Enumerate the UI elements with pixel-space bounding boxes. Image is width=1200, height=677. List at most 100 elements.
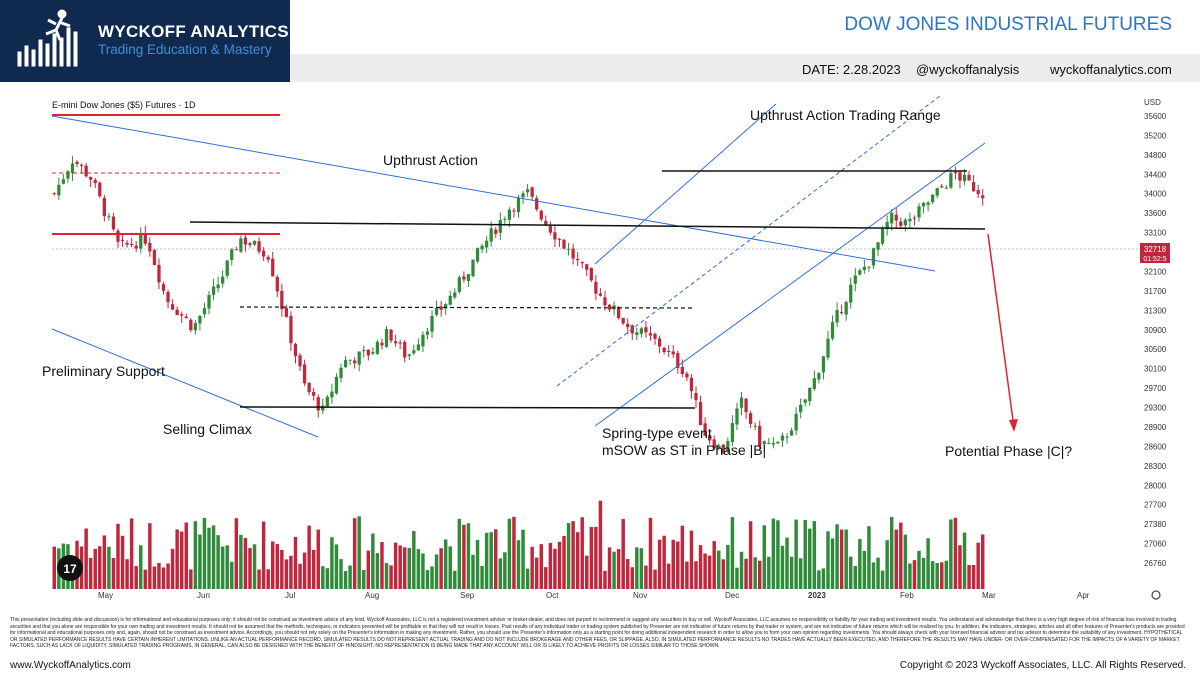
price-chart: 3560035200348003440034000336003310032700… [42, 95, 1170, 600]
volume-bar [603, 570, 607, 589]
candle-body [762, 441, 766, 445]
annotation-selling-climax: Selling Climax [163, 421, 252, 437]
candle-body [157, 264, 161, 283]
candle-body [512, 210, 516, 212]
volume-bar [357, 516, 361, 589]
candle-body [949, 173, 953, 188]
blue-lower-line [51, 328, 319, 438]
blue-upper-channel [594, 103, 777, 265]
volume-bar [330, 537, 334, 589]
volume-bar [953, 517, 958, 589]
volume-bar [512, 516, 516, 589]
black-level-mid [189, 221, 986, 230]
candle-body [971, 182, 976, 192]
volume-bar [971, 565, 976, 589]
candle-body [503, 218, 507, 220]
y-tick-label: 32100 [1144, 267, 1167, 276]
tradingview-logo-icon: 17 [57, 555, 83, 581]
candle-body [844, 302, 848, 315]
header-bar [290, 54, 1200, 82]
candle-body [453, 292, 457, 298]
candle-body [321, 405, 325, 411]
candle-body [744, 398, 748, 412]
candle-body [958, 172, 962, 181]
candle-body [98, 182, 102, 197]
candle-body [507, 209, 512, 220]
candle-body [944, 187, 948, 189]
annotation-lines [51, 95, 1140, 438]
last-price-badge [1140, 243, 1170, 263]
candle-body [908, 218, 912, 222]
y-axis: 3560035200348003440034000336003310032700… [1144, 112, 1167, 568]
candle-body [858, 270, 862, 275]
volume-bar [908, 563, 912, 589]
x-tick-label: Mar [982, 591, 996, 600]
y-tick-label: 33100 [1144, 229, 1167, 238]
volume-bar [389, 565, 393, 589]
y-tick-label: 33600 [1144, 209, 1167, 218]
y-tick-label: 31300 [1144, 306, 1167, 315]
settings-gear-icon[interactable] [1151, 590, 1161, 600]
volume-bar [853, 565, 858, 589]
candle-body [175, 309, 179, 316]
volume-bar [844, 529, 848, 589]
candle-body [758, 425, 762, 447]
volume-bar [662, 535, 666, 589]
candle-body [339, 367, 343, 378]
volume-bar [307, 525, 311, 589]
candle-body [940, 186, 944, 188]
volume-bar [179, 531, 184, 589]
candle-body [302, 364, 307, 384]
candle-body [580, 262, 584, 264]
volume-bar [325, 568, 330, 589]
candle-body [926, 202, 930, 205]
candle-body [466, 274, 471, 281]
candlestick-series [52, 156, 985, 454]
runner-logo-icon [17, 9, 78, 67]
x-tick-label: Sep [460, 591, 475, 600]
volume-bar [571, 521, 575, 589]
volume-bar [566, 523, 571, 589]
candle-body [753, 425, 757, 427]
candle-body [130, 243, 134, 246]
volume-bar [366, 550, 371, 589]
volume-bar [707, 555, 712, 589]
volume-bar [717, 550, 721, 589]
candle-body [808, 387, 812, 402]
candle-body [657, 338, 662, 347]
candle-body [257, 241, 261, 252]
volume-bar [616, 549, 621, 589]
candle-body [548, 226, 552, 233]
candle-body [457, 277, 461, 292]
candle-body [544, 220, 548, 225]
volume-bar [940, 562, 944, 589]
candle-body [648, 333, 653, 336]
volume-bar [421, 553, 425, 589]
candle-body [375, 341, 380, 354]
candle-body [289, 315, 293, 344]
volume-bar [516, 540, 521, 589]
brand-tagline: Trading Education & Mastery [98, 42, 272, 57]
volume-bar [753, 557, 757, 589]
volume-bar [776, 520, 780, 589]
volume-bar [498, 558, 503, 589]
annotation-phase-c: Potential Phase |C|? [945, 443, 1072, 459]
candle-body [70, 163, 75, 174]
volume-bar [311, 549, 316, 589]
candle-body [93, 179, 97, 184]
volume-bar [757, 560, 762, 589]
candle-body [621, 317, 625, 324]
volume-bar [443, 539, 448, 589]
volume-bar [712, 541, 716, 589]
candle-body [862, 266, 867, 271]
volume-bar [639, 548, 644, 589]
volume-bar [166, 563, 170, 589]
candle-body [353, 360, 357, 364]
volume-bar [107, 546, 111, 589]
volume-bar [589, 527, 594, 589]
volume-bar [139, 545, 143, 589]
volume-bar [88, 557, 93, 589]
candle-body [817, 373, 821, 380]
volume-bar [730, 517, 735, 589]
volume-bar [685, 561, 689, 589]
